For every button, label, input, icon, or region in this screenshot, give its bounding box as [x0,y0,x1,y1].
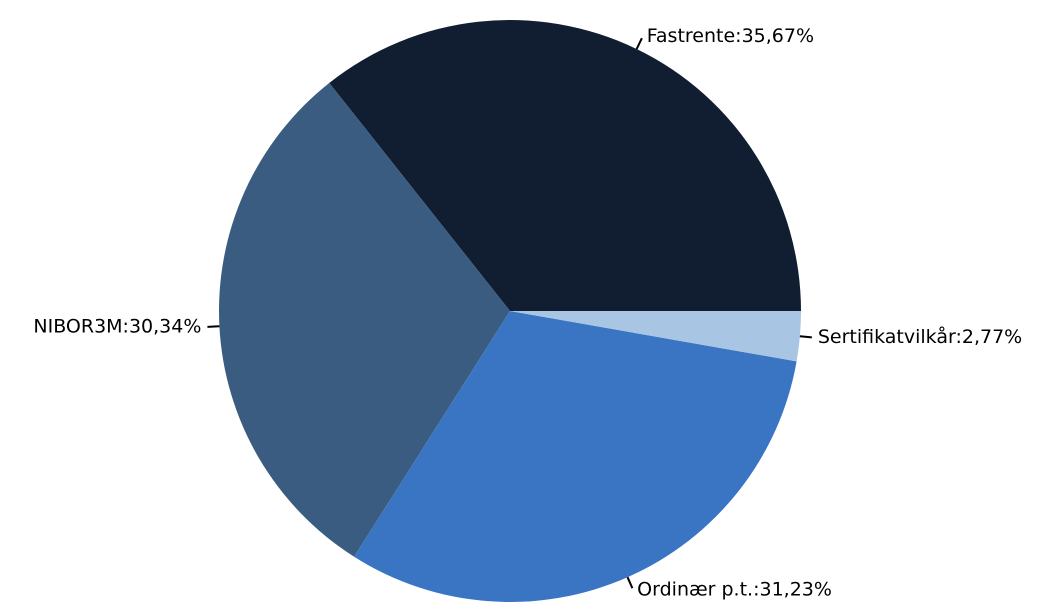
leader-line [207,325,220,328]
pie-slice [354,311,797,603]
leader-line [635,37,643,50]
slice-label: Ordinær p.t.:31,23% [637,579,832,601]
slice-label: Sertifikatvilkår:2,77% [818,325,1022,348]
pie-slice [329,19,801,311]
leader-line [799,335,812,339]
leader-line [626,576,634,589]
pie-slice [510,311,801,362]
slice-label: NIBOR3M:30,34% [33,315,201,337]
slice-label: Fastrente:35,67% [647,25,814,47]
pie-slice [218,82,510,557]
